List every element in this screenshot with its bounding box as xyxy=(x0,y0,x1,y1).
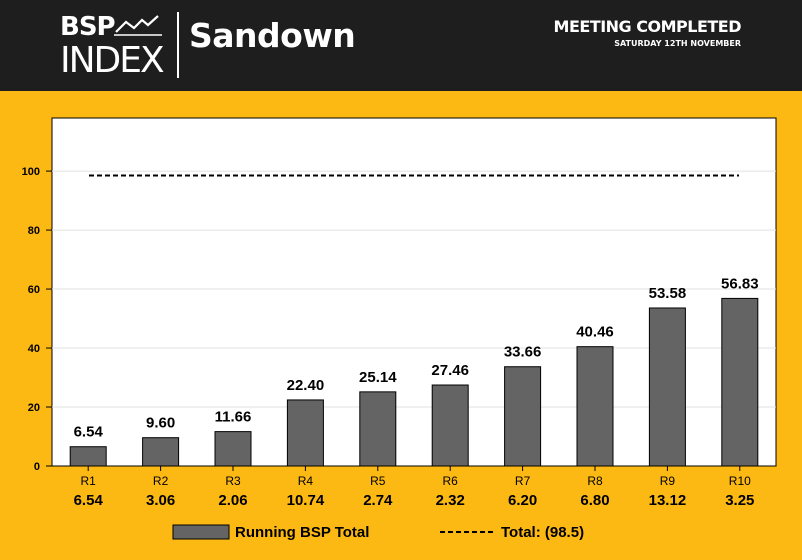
bar-r1 xyxy=(69,446,107,467)
race-bsp-value: 2.06 xyxy=(218,492,247,509)
bar-value-label: 53.58 xyxy=(649,285,687,302)
bar-value-label: 33.66 xyxy=(504,344,542,361)
x-category-label: R6 xyxy=(443,474,459,488)
x-category-label: R8 xyxy=(587,474,603,488)
header-bar: BSP INDEX Sandown MEETING COMPLETED SATU… xyxy=(0,0,802,91)
bar-r9 xyxy=(648,307,686,467)
meeting-date: SATURDAY 12TH NOVEMBER xyxy=(614,39,741,48)
x-category-label: R10 xyxy=(729,474,751,488)
bar-value-label: 56.83 xyxy=(721,275,759,292)
venue-title: Sandown xyxy=(189,16,356,55)
bar-r5 xyxy=(359,391,397,467)
x-category-label: R9 xyxy=(660,474,676,488)
y-tick-label: 80 xyxy=(28,225,40,237)
bar-value-label: 9.60 xyxy=(146,415,175,432)
trend-line-icon xyxy=(114,15,162,36)
y-tick-label: 0 xyxy=(34,461,40,473)
meeting-status: MEETING COMPLETED xyxy=(553,17,742,36)
bar-r6 xyxy=(431,384,469,467)
logo-text-index: INDEX xyxy=(60,40,165,81)
x-category-label: R5 xyxy=(370,474,386,488)
bar-r4 xyxy=(286,399,324,467)
logo-text-bsp: BSP xyxy=(60,12,116,42)
bar-value-label: 25.14 xyxy=(359,369,397,386)
x-category-label: R3 xyxy=(225,474,241,488)
bar-r2 xyxy=(142,437,180,467)
y-tick-label: 40 xyxy=(28,343,40,355)
bar-value-label: 22.40 xyxy=(287,377,325,394)
bsp-index-logo: BSP INDEX xyxy=(60,12,172,82)
legend-swatch-bar xyxy=(172,524,230,540)
header-divider xyxy=(177,12,179,78)
x-category-label: R2 xyxy=(153,474,169,488)
race-bsp-value: 2.32 xyxy=(436,492,465,509)
race-bsp-value: 3.06 xyxy=(146,492,175,509)
y-tick-label: 20 xyxy=(28,402,40,414)
legend-label-total: Total: (98.5) xyxy=(501,524,584,541)
race-bsp-value: 2.74 xyxy=(363,492,393,509)
race-bsp-value: 6.80 xyxy=(580,492,609,509)
bsp-bar-chart: 6.54 9.60 11.66 22.40 25.14 27.46 33.66 40.46 53… xyxy=(22,117,777,541)
race-bsp-value: 3.25 xyxy=(725,492,754,509)
legend-label-series: Running BSP Total xyxy=(235,524,369,541)
x-category-label: R4 xyxy=(298,474,314,488)
race-bsp-value: 10.74 xyxy=(287,492,325,509)
x-category-label: R1 xyxy=(81,474,97,488)
bar-r10 xyxy=(721,297,759,467)
x-category-label: R7 xyxy=(515,474,531,488)
bar-r8 xyxy=(576,346,614,467)
race-bsp-value: 6.20 xyxy=(508,492,537,509)
race-bsp-value: 6.54 xyxy=(74,492,104,509)
bar-value-label: 40.46 xyxy=(576,324,614,341)
y-tick-label: 60 xyxy=(28,284,40,296)
bar-value-label: 27.46 xyxy=(431,362,469,379)
bar-value-label: 11.66 xyxy=(215,409,252,426)
race-bsp-value: 13.12 xyxy=(649,492,687,509)
bar-r3 xyxy=(214,431,252,467)
bar-r7 xyxy=(504,366,542,467)
y-tick-label: 100 xyxy=(22,166,40,178)
bar-value-label: 6.54 xyxy=(74,424,104,441)
